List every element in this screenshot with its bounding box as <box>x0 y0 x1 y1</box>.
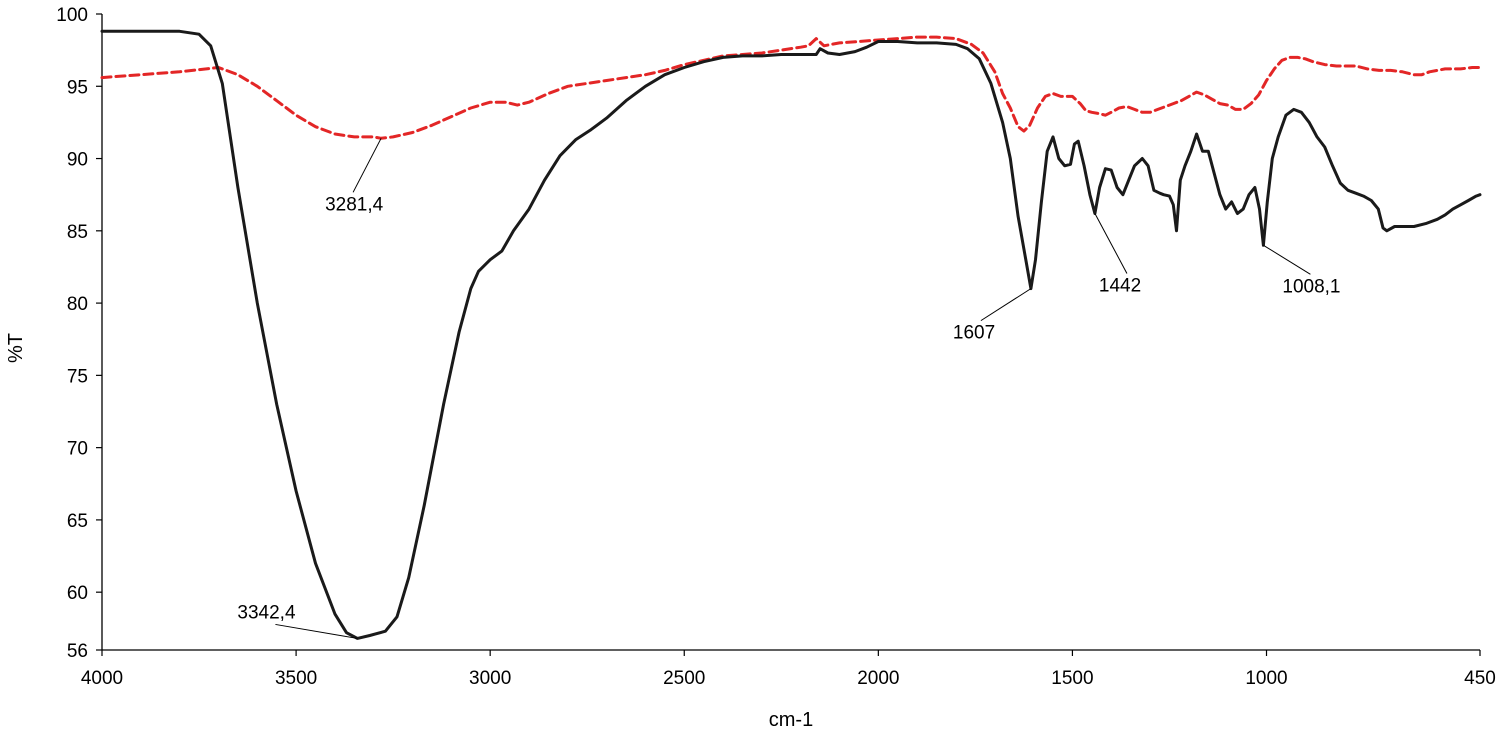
annotation-label: 3281,4 <box>325 194 384 215</box>
y-tick-label: 85 <box>67 222 88 243</box>
series-line-dashed <box>100 35 1482 140</box>
x-tick-label: 4000 <box>81 668 123 689</box>
annotation-leader-line <box>275 623 358 639</box>
series-layer <box>100 29 1482 640</box>
annotation-leader-line <box>1263 244 1311 275</box>
axes <box>101 14 1480 651</box>
y-axis-ticks: 56 60 65 70 75 80 85 90 95 100 <box>56 5 102 662</box>
annotation-layer: 3342,4 3281,4 1607 1442 1008,1 <box>237 138 1341 639</box>
y-tick-label: 56 <box>67 641 88 662</box>
y-tick-label: 90 <box>67 150 88 171</box>
x-tick-label: 1000 <box>1245 668 1287 689</box>
x-tick-label: 3000 <box>469 668 511 689</box>
annotation-leader-line <box>1094 213 1128 274</box>
y-tick-label: 100 <box>56 5 88 26</box>
x-tick-label: 1500 <box>1051 668 1093 689</box>
x-tick-label: 2000 <box>857 668 899 689</box>
series-line-solid <box>100 29 1482 640</box>
annotation-leader-line <box>352 138 382 193</box>
x-tick-label: 2500 <box>663 668 705 689</box>
y-tick-label: 80 <box>67 294 88 315</box>
x-tick-label: 3500 <box>275 668 317 689</box>
annotation-label: 1008,1 <box>1282 276 1340 297</box>
x-axis-ticks: 4000 3500 3000 2500 2000 1500 1000 450 <box>81 650 1496 689</box>
y-tick-label: 95 <box>67 77 88 98</box>
x-tick-label: 450 <box>1464 668 1496 689</box>
y-axis-label: %T <box>5 333 27 363</box>
annotation-label: 3342,4 <box>237 602 296 623</box>
y-tick-label: 75 <box>67 366 88 387</box>
annotation-label: 1607 <box>953 323 995 344</box>
y-tick-label: 60 <box>67 583 88 604</box>
annotation-label: 1442 <box>1099 275 1141 296</box>
x-axis-label: cm-1 <box>769 709 813 731</box>
annotation-leader-line <box>980 288 1032 322</box>
y-tick-label: 65 <box>67 511 88 532</box>
y-tick-label: 70 <box>67 439 88 460</box>
